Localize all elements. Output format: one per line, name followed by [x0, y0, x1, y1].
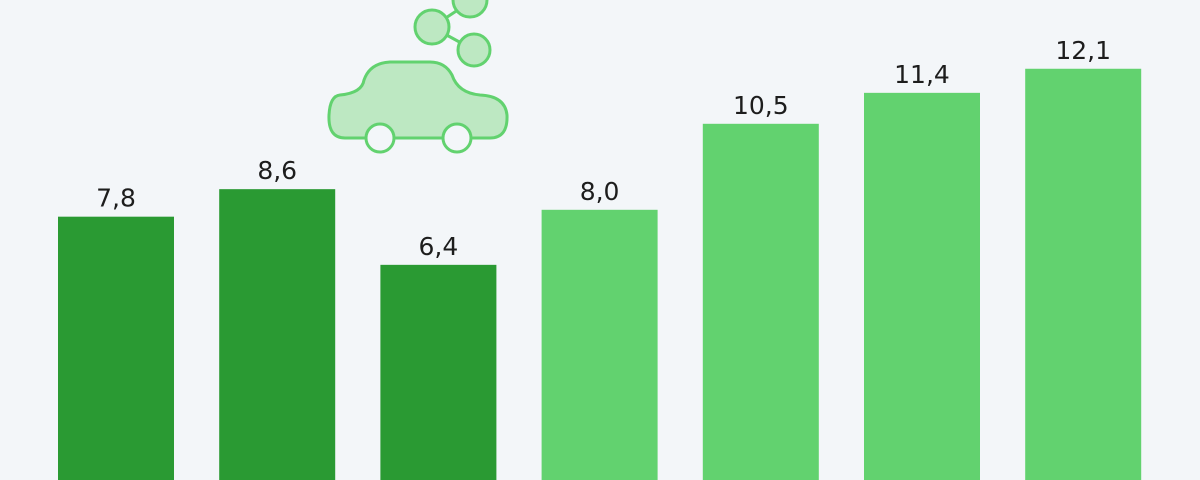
data-label: 8,0 [580, 177, 620, 206]
bar [702, 123, 819, 480]
data-label: 12,1 [1055, 36, 1111, 65]
car-molecule-icon [327, 0, 509, 154]
data-label: 7,8 [96, 184, 136, 213]
bars [58, 68, 1142, 480]
data-label: 10,5 [733, 91, 789, 120]
bar [541, 209, 658, 480]
data-label: 11,4 [894, 60, 950, 89]
bar [1025, 68, 1142, 480]
bar [219, 189, 336, 480]
bar [58, 216, 174, 480]
data-label: 6,4 [419, 232, 459, 261]
bar [380, 264, 497, 480]
bar [864, 92, 980, 480]
data-label: 8,6 [257, 156, 297, 185]
data-labels: 7,8 8,6 6,4 8,0 10,5 11,4 12,1 [96, 36, 1111, 261]
